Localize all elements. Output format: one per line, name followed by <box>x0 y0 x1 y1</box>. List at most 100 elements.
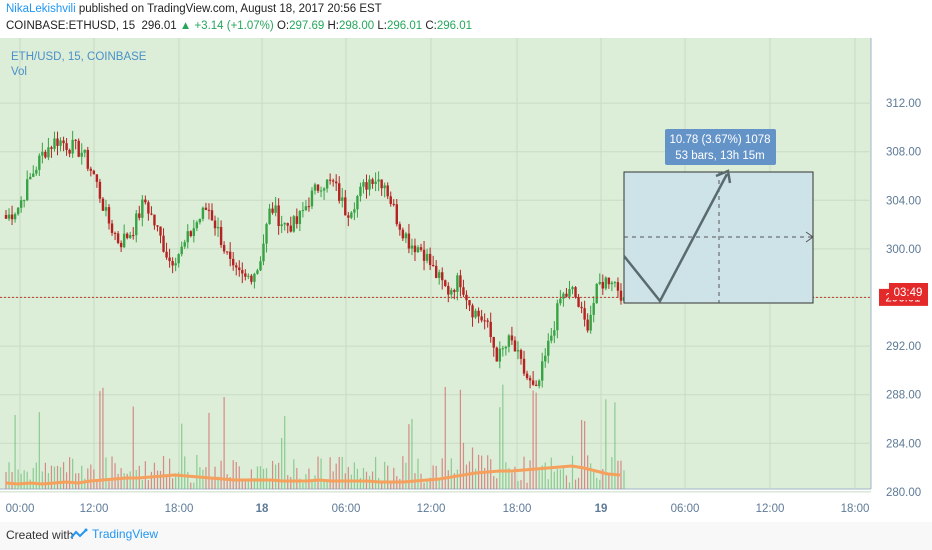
projection-line2: 53 bars, 13h 15m <box>675 150 765 162</box>
candle-body <box>595 283 598 304</box>
candle-body <box>468 300 471 306</box>
candle-body <box>498 348 501 362</box>
volume-bar <box>117 473 119 489</box>
candle-body <box>147 202 150 214</box>
volume-bar <box>162 455 165 489</box>
candle-body <box>225 251 229 253</box>
candle-body <box>510 335 514 341</box>
volume-bar <box>96 480 98 489</box>
candle-body <box>232 258 235 266</box>
candle-body <box>189 231 192 237</box>
volume-bar <box>187 471 189 489</box>
candle-body <box>356 196 359 210</box>
candle-body <box>310 190 314 207</box>
candle-body <box>328 179 332 181</box>
candle-body <box>26 179 29 201</box>
volume-bar <box>253 478 256 489</box>
volume-bar <box>281 437 283 489</box>
candle-body <box>368 179 371 190</box>
volume-bar <box>593 469 595 489</box>
author-link[interactable]: NikaLekishvili <box>6 3 76 15</box>
candle-body <box>83 149 86 153</box>
volume-bar <box>499 407 501 489</box>
candle-body <box>495 347 498 362</box>
price-tick-label: 312.00 <box>886 98 921 110</box>
countdown-text: 03:49 <box>894 287 923 299</box>
low-label: L: <box>377 20 387 32</box>
candle-body <box>129 235 132 238</box>
footer-bar: Created with TradingView <box>0 522 932 550</box>
volume-bar <box>374 456 377 489</box>
candle-body <box>447 285 450 295</box>
volume-bar <box>184 456 186 489</box>
volume-bar <box>78 473 80 489</box>
volume-bar <box>278 462 280 489</box>
candle-body <box>298 211 302 224</box>
volume-bar <box>275 464 277 489</box>
volume-bar <box>599 479 601 489</box>
volume-bar <box>172 478 174 489</box>
volume-bar <box>175 473 177 489</box>
volume-bar <box>323 480 325 489</box>
volume-bar <box>580 419 583 489</box>
volume-bar <box>614 402 616 489</box>
volume-bar <box>247 478 249 489</box>
chart-area[interactable]: 10.78 (3.67%) 1078 53 bars, 13h 15m ETH/… <box>0 38 932 522</box>
created-with-text: Created with <box>6 528 74 542</box>
tradingview-brand-text: TradingView <box>92 527 159 541</box>
candle-body <box>216 226 220 229</box>
volume-bar <box>268 479 271 489</box>
candle-body <box>4 215 8 219</box>
volume-bar <box>62 462 65 489</box>
tradingview-logo-icon <box>70 528 88 539</box>
volume-bar <box>444 386 446 489</box>
volume-bar <box>556 468 558 489</box>
candle-body <box>247 275 250 277</box>
price-tick-label: 284.00 <box>886 438 921 450</box>
time-axis-panel[interactable] <box>0 489 871 522</box>
volume-bar <box>50 465 53 489</box>
candle-body <box>289 225 292 232</box>
volume-bar <box>235 461 237 489</box>
candle-body <box>253 273 256 282</box>
candle-body <box>56 138 59 146</box>
volume-bar <box>75 473 77 489</box>
candle-body <box>477 310 480 317</box>
time-axis: 00:00 12:00 18:00 18 06:00 12:00 18:00 19 06:00 1… <box>6 503 870 515</box>
volume-bar <box>156 470 159 489</box>
price-tick-label: 308.00 <box>886 147 921 159</box>
change-text: ▲ +3.14 (+1.07%) <box>179 20 274 32</box>
candle-body <box>186 231 189 243</box>
candle-body <box>404 233 408 239</box>
candle-body <box>422 249 426 261</box>
candle-body <box>274 205 277 213</box>
candle-body <box>338 183 341 201</box>
candle-body <box>501 348 505 350</box>
volume-bar <box>520 480 522 489</box>
legend-volume[interactable]: Vol <box>11 66 27 78</box>
volume-bar <box>44 462 46 489</box>
candle-body <box>262 243 265 262</box>
price-axis-panel[interactable] <box>871 38 932 522</box>
volume-bar <box>402 456 404 489</box>
volume-bar <box>459 389 462 489</box>
candle-body <box>456 275 459 292</box>
volume-bar <box>602 469 604 489</box>
volume-bar <box>178 472 180 489</box>
candle-body <box>541 361 544 381</box>
projection-tool[interactable]: 10.78 (3.67%) 1078 53 bars, 13h 15m <box>623 129 814 304</box>
volume-bar <box>296 468 298 489</box>
volume-bar <box>232 460 234 489</box>
candle-body <box>383 185 386 189</box>
candle-body <box>195 222 199 229</box>
candle-body <box>201 207 205 219</box>
volume-bar <box>435 465 437 489</box>
volume-bar <box>353 462 355 489</box>
tradingview-brand[interactable]: TradingView <box>70 527 158 541</box>
open-value: 297.69 <box>289 20 325 32</box>
volume-bar <box>114 463 116 489</box>
volume-bar <box>5 472 7 489</box>
volume-bar <box>105 457 107 489</box>
candle-body <box>32 173 35 177</box>
legend-symbol[interactable]: ETH/USD, 15, COINBASE <box>11 51 147 63</box>
